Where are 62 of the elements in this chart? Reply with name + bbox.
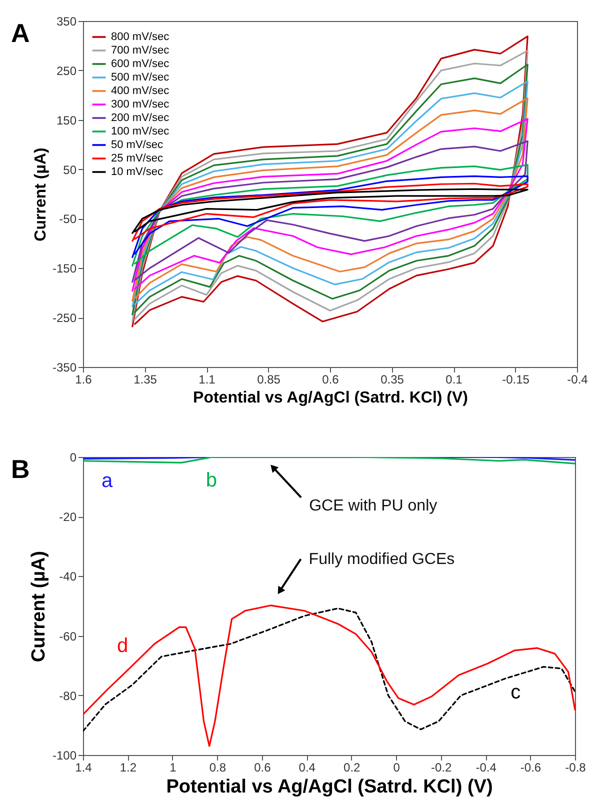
y-tick-label: 0 [70,450,77,464]
y-tick-label: 50 [63,162,77,177]
series-label: c [510,681,521,704]
x-tick-label: 0.35 [380,372,404,386]
legend-label: 25 mV/sec [111,152,164,164]
y-tick-label: -100 [52,748,77,762]
x-tick-label: 0.4 [298,760,316,774]
x-tick-label: 0.8 [209,760,226,774]
x-tick-label: 0.6 [254,760,272,774]
legend-label: 800 mV/sec [111,31,170,43]
x-tick-label: 1 [170,760,177,774]
x-tick-label: -0.15 [502,372,530,386]
y-tick-label: -250 [52,311,77,326]
series-label: a [101,470,114,492]
x-tick-label: 0.1 [446,372,463,386]
y-tick-label: -150 [52,262,77,276]
y-tick-label: 350 [56,14,77,28]
legend-label: 300 mV/sec [111,98,170,110]
legend-label: 600 mV/sec [111,58,170,70]
line-series [132,182,528,242]
x-tick-label: 1.1 [198,372,216,386]
x-axis-title: Potential vs Ag/AgCl (Satrd. KCl) (V) [166,776,493,798]
x-tick-label: -0.4 [567,372,588,386]
text: B [11,454,30,484]
x-tick-label: 1.35 [134,372,158,386]
series-label: b [206,470,217,492]
x-tick-label: 1.6 [75,372,92,386]
x-tick-label: 1.2 [120,760,137,774]
legend-label: 50 mV/sec [111,139,164,151]
line-series [83,457,575,464]
y-tick-label: -350 [52,360,77,374]
x-tick-label: -0.2 [430,760,452,774]
y-tick-label: 150 [56,113,77,128]
y-tick-label: -60 [59,629,77,644]
legend-label: 400 mV/sec [111,85,170,97]
legend-label: 700 mV/sec [111,44,170,56]
x-tick-label: -0.4 [476,760,497,774]
x-tick-label: -0.6 [520,760,542,774]
x-tick-label: 0.2 [344,760,361,774]
legend-label: 200 mV/sec [111,112,170,124]
text: A [11,18,30,48]
legend-label: 10 mV/sec [111,166,164,178]
x-tick-label: 0.85 [257,372,281,386]
annotation: GCE with PU only [309,497,438,514]
y-tick-label: -40 [59,570,77,584]
x-tick-label: 0.6 [322,372,340,386]
x-axis-title: Potential vs Ag/AgCl (Satrd. KCl) (V) [193,390,468,406]
legend-label: 100 mV/sec [111,126,170,138]
y-tick-label: -80 [59,688,77,703]
y-tick-label: -20 [59,510,77,524]
series-label: d [117,634,128,657]
x-tick-label: 0 [393,760,400,774]
y-tick-label: -50 [59,212,77,226]
line-series [132,175,528,258]
y-axis-title: Current (µA) [28,550,50,662]
x-tick-label: -0.8 [565,760,586,774]
legend-label: 500 mV/sec [111,72,170,84]
y-axis-title: Current (µA) [32,148,50,242]
annotation: Fully modified GCEs [308,551,455,568]
line-series [132,188,528,234]
y-tick-label: 250 [56,64,77,78]
x-tick-label: 1.4 [75,760,92,774]
